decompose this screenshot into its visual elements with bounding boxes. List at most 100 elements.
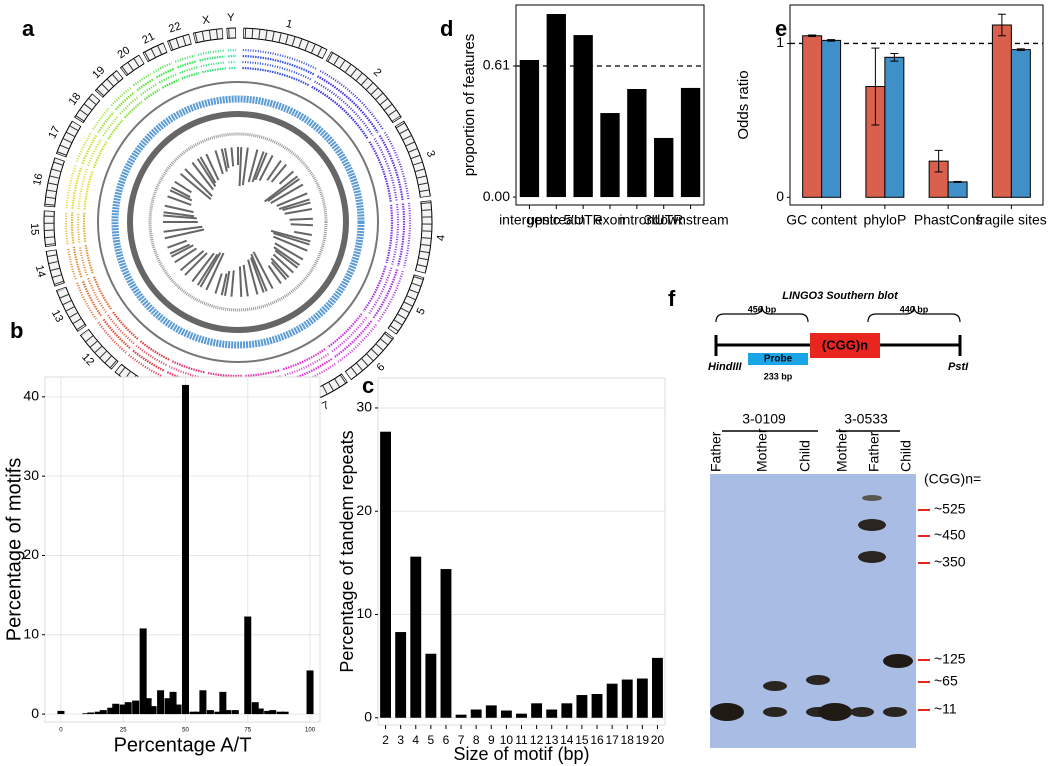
bar [206,710,214,715]
variant-track [396,203,406,267]
chromosome-label: 19 [90,64,107,81]
plot-frame [789,4,1044,206]
blot-background [710,474,916,748]
bar [410,556,422,718]
x-tick-label: 0 [59,728,63,734]
x-tick-label: 3 [397,733,404,747]
bar [606,683,618,718]
inner-spike [247,259,259,295]
variant-track [383,131,410,200]
inner-spike [270,163,287,183]
bar [94,711,102,715]
variant-track [64,211,69,245]
variant-track [110,86,132,107]
variant-track [70,212,75,244]
bar [82,713,90,715]
x-tick-label: 9 [488,733,495,747]
variant-track [75,131,93,162]
bar [306,670,314,715]
variant-track [81,134,98,164]
variant-track [78,245,89,276]
bar [1010,49,1031,198]
variant-track [119,96,139,115]
bar [281,711,289,715]
ideogram-fill [75,94,100,123]
y-tick-label: 0 [364,708,372,724]
y-tick-label: 30 [356,399,372,415]
inner-spike [179,250,205,271]
x-tick-label: 19 [636,733,650,747]
y-tick-label: 0.61 [483,57,510,73]
variant-track [311,85,369,140]
bar [112,703,120,715]
bar [591,694,603,718]
bar [256,708,264,715]
variant-track [244,369,280,377]
inner-spike [179,173,212,201]
chromosome-label: 20 [115,44,132,61]
y-tick-label: 10 [356,605,372,621]
variant-track [373,138,398,201]
x-tick-label: 2 [382,733,389,747]
bar [119,704,127,715]
variant-track [161,78,180,89]
size-marker: ~350 [934,554,966,570]
brace [867,305,961,323]
ideogram-bands [75,95,99,122]
variant-track [71,166,83,209]
band [763,707,787,717]
chromosome-label: 17 [46,124,62,140]
southern-blot-diagram [714,305,962,365]
chromosome-label: 15 [28,223,40,236]
chromosome-label: 7 [320,399,331,412]
inner-spike [258,155,274,181]
panel-label: a [22,16,35,41]
inner-spike [171,244,194,258]
variant-track [143,88,161,101]
ideogram-fill [96,71,123,97]
bar [991,24,1012,198]
chromosome-label: 5 [415,306,428,317]
bar [189,711,197,715]
inner-spike [223,147,230,169]
x-tick-label: exon [595,212,625,228]
chromosome-label: 3 [424,149,437,159]
x-tick-label: 4 [412,733,419,747]
variant-track [207,371,242,378]
repeat-label: (CGG)n [822,337,868,352]
x-tick-label: 17 [605,733,619,747]
inner-spike [184,168,213,197]
ideogram-fill [388,275,424,334]
variant-track [132,73,152,87]
x-tick-label: intron [619,212,654,228]
inner-spike [164,204,194,214]
bar [194,711,202,715]
inner-spike [293,230,313,237]
size-marker: ~65 [934,673,958,689]
inner-spike [267,265,282,285]
chromosome-label: 16 [31,172,45,186]
variant-track [72,246,83,278]
variant-track [139,340,170,361]
x-tick-label: 10 [500,733,514,747]
chromosome-label: 4 [435,234,447,241]
bar [107,707,115,715]
y-axis-label: proportion of features [461,34,478,177]
band [883,707,907,717]
probe-size: 233 bp [764,371,793,381]
inner-spike [163,214,197,220]
ideogram-bands [121,56,143,75]
variant-track [155,67,175,79]
variant-track [82,212,87,242]
bar [636,678,648,718]
bar [214,711,222,715]
bar [546,709,558,718]
variant-track [92,107,110,130]
x-tick-label: 11 [515,733,528,747]
bar [164,698,172,715]
inner-spike [273,235,308,252]
ideogram-fill [57,121,81,157]
ideogram-bands [46,251,64,285]
inner-spike [252,251,274,289]
inner-spike [290,223,313,227]
